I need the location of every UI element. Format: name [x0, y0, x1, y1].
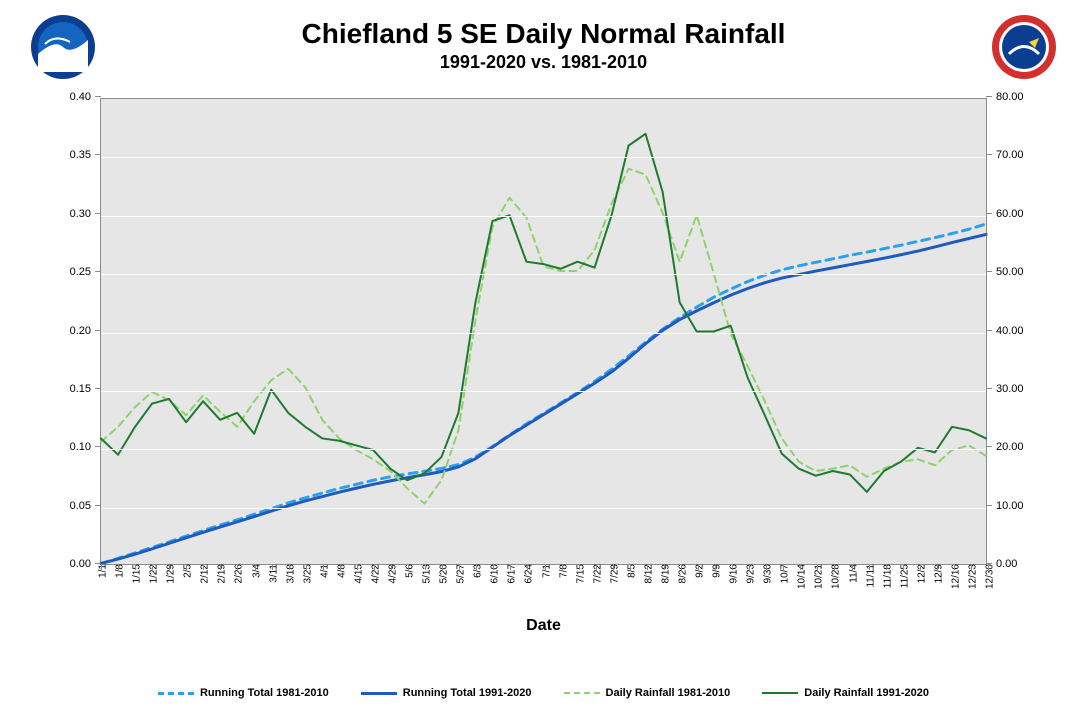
- legend-label: Daily Rainfall 1981-2010: [606, 687, 731, 699]
- y-tick-label: 0.25: [70, 266, 101, 278]
- series-daily_1991_2020: [101, 134, 986, 492]
- series-running_total_1991_2020: [101, 234, 986, 563]
- nws-logo: [991, 14, 1057, 80]
- y-tick-label: 0.40: [70, 91, 101, 103]
- legend-label: Running Total 1981-2010: [200, 687, 329, 699]
- y2-tick-label: 50.00: [986, 266, 1024, 278]
- y2-tick-label: 20.00: [986, 441, 1024, 453]
- y2-tick-label: 60.00: [986, 208, 1024, 220]
- y2-tick-label: 70.00: [986, 149, 1024, 161]
- chart-container: Chiefland 5 SE Daily Normal Rainfall 199…: [0, 0, 1087, 719]
- plot-area: 0.000.050.100.150.200.250.300.350.400.00…: [100, 98, 987, 565]
- series-daily_1981_2010: [101, 169, 986, 504]
- y-tick-label: 0.05: [70, 500, 101, 512]
- legend-label: Running Total 1991-2020: [403, 687, 532, 699]
- legend-swatch: [762, 692, 798, 694]
- legend-item-daily_1981_2010: Daily Rainfall 1981-2010: [564, 687, 731, 699]
- y2-tick-label: 40.00: [986, 325, 1024, 337]
- chart-area: Daily Rainfall (inches) Running Rainfall…: [22, 88, 1065, 639]
- y2-tick-label: 30.00: [986, 383, 1024, 395]
- legend-label: Daily Rainfall 1991-2020: [804, 687, 929, 699]
- x-axis-label: Date: [526, 617, 561, 635]
- title-block: Chiefland 5 SE Daily Normal Rainfall 199…: [0, 0, 1087, 73]
- y-tick-label: 0.15: [70, 383, 101, 395]
- chart-subtitle: 1991-2020 vs. 1981-2010: [0, 52, 1087, 73]
- legend-swatch: [361, 692, 397, 695]
- y-tick-label: 0.10: [70, 441, 101, 453]
- legend-item-running_total_1991_2020: Running Total 1991-2020: [361, 687, 532, 699]
- y-tick-label: 0.30: [70, 208, 101, 220]
- chart-title: Chiefland 5 SE Daily Normal Rainfall: [0, 18, 1087, 50]
- line-canvas: [101, 99, 986, 564]
- legend-swatch: [564, 692, 600, 694]
- legend-item-running_total_1981_2010: Running Total 1981-2010: [158, 687, 329, 699]
- legend-swatch: [158, 692, 194, 695]
- legend-item-daily_1991_2020: Daily Rainfall 1991-2020: [762, 687, 929, 699]
- y2-tick-label: 10.00: [986, 500, 1024, 512]
- noaa-logo: [30, 14, 96, 80]
- legend: Running Total 1981-2010 Running Total 199…: [0, 687, 1087, 699]
- y-tick-label: 0.35: [70, 149, 101, 161]
- y-tick-label: 0.20: [70, 325, 101, 337]
- y2-tick-label: 80.00: [986, 91, 1024, 103]
